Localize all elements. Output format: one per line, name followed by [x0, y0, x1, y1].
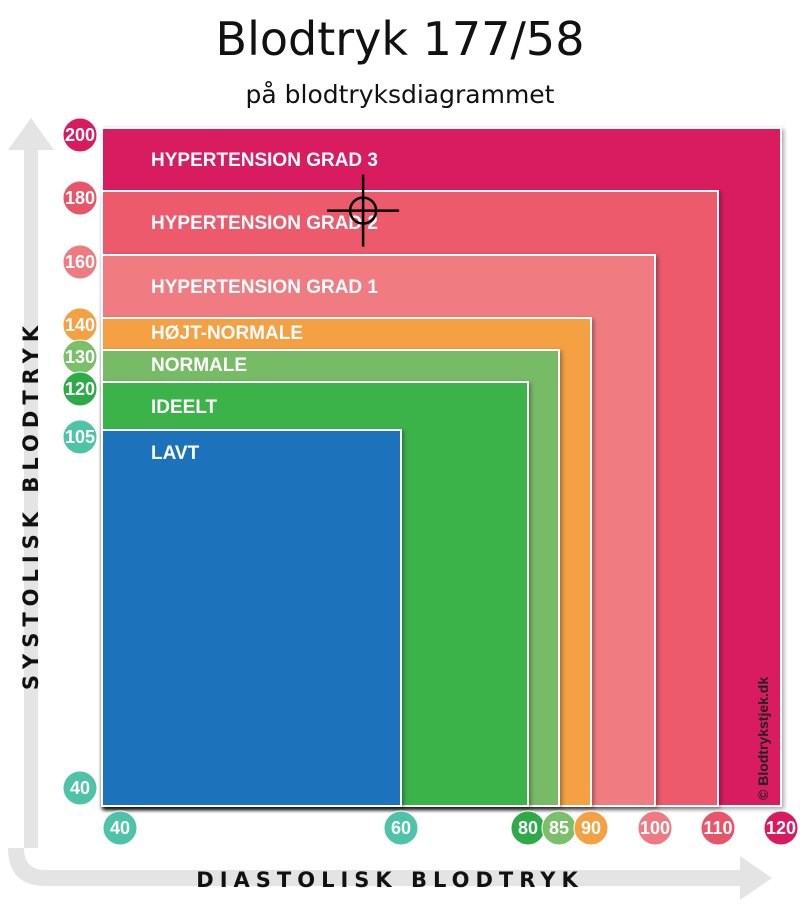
- x-tick-label-4: 90: [581, 818, 601, 838]
- zone-label-1: HYPERTENSION GRAD 2: [151, 213, 378, 234]
- y-tick-label-4: 130: [65, 347, 95, 367]
- zone-label-4: NORMALE: [151, 355, 247, 376]
- zone-label-6: LAVT: [151, 443, 200, 464]
- x-tick-bubble-5: [637, 810, 673, 846]
- zone-6: [101, 429, 402, 807]
- x-tick-bubble-4: [573, 810, 609, 846]
- copyright-text: © Blodtrykstjek.dk: [755, 677, 771, 800]
- x-ticks: 40 60 80 85 90 100 110 120: [102, 810, 799, 846]
- zones: [101, 127, 782, 807]
- y-tick-label-2: 160: [65, 252, 95, 272]
- x-tick-label-3: 85: [549, 818, 569, 838]
- chart-title: Blodtryk 177/58: [215, 12, 585, 66]
- x-tick-label-6: 110: [703, 818, 732, 838]
- y-axis-arrow: [8, 118, 54, 848]
- zone-labels: HYPERTENSION GRAD 3 HYPERTENSION GRAD 2 HY…: [151, 150, 378, 464]
- y-tick-bubble-2: [62, 244, 98, 280]
- zone-label-3: HØJT-NORMALE: [151, 323, 303, 344]
- zone-label-2: HYPERTENSION GRAD 1: [151, 277, 378, 298]
- x-tick-bubble-1: [383, 810, 419, 846]
- y-tick-bubble-1: [62, 180, 98, 216]
- x-tick-label-7: 120: [766, 818, 796, 838]
- zone-label-5: IDEELT: [151, 397, 218, 418]
- x-axis-title: DIASTOLISK BLODTRYK: [196, 868, 583, 892]
- y-tick-label-0: 200: [65, 125, 95, 145]
- y-tick-bubble-0: [62, 117, 98, 153]
- x-tick-label-2: 80: [518, 818, 538, 838]
- x-tick-bubble-7: [763, 810, 799, 846]
- y-tick-label-7: 40: [70, 778, 90, 798]
- x-tick-bubble-0: [102, 810, 138, 846]
- chart-subtitle: på blodtryksdiagrammet: [245, 80, 555, 109]
- zone-label-0: HYPERTENSION GRAD 3: [151, 150, 378, 171]
- y-tick-bubble-6: [62, 419, 98, 455]
- x-tick-label-1: 60: [391, 818, 411, 838]
- y-tick-label-5: 120: [65, 379, 95, 399]
- x-axis-arrow: [8, 848, 772, 900]
- x-tick-label-0: 40: [110, 818, 130, 838]
- axis-arrows: [8, 118, 772, 900]
- y-ticks: 200 180 160 140 130 120 105 40: [62, 117, 98, 806]
- x-tick-bubble-6: [700, 810, 736, 846]
- y-tick-label-1: 180: [65, 188, 95, 208]
- x-tick-label-5: 100: [640, 818, 670, 838]
- y-tick-label-6: 105: [65, 427, 95, 447]
- y-axis-title: SYSTOLISK BLODTRYK: [19, 320, 43, 690]
- y-tick-bubble-5: [62, 371, 98, 407]
- y-tick-bubble-7: [62, 770, 98, 806]
- y-tick-label-3: 140: [65, 315, 95, 335]
- crosshair-marker-icon: [327, 174, 400, 247]
